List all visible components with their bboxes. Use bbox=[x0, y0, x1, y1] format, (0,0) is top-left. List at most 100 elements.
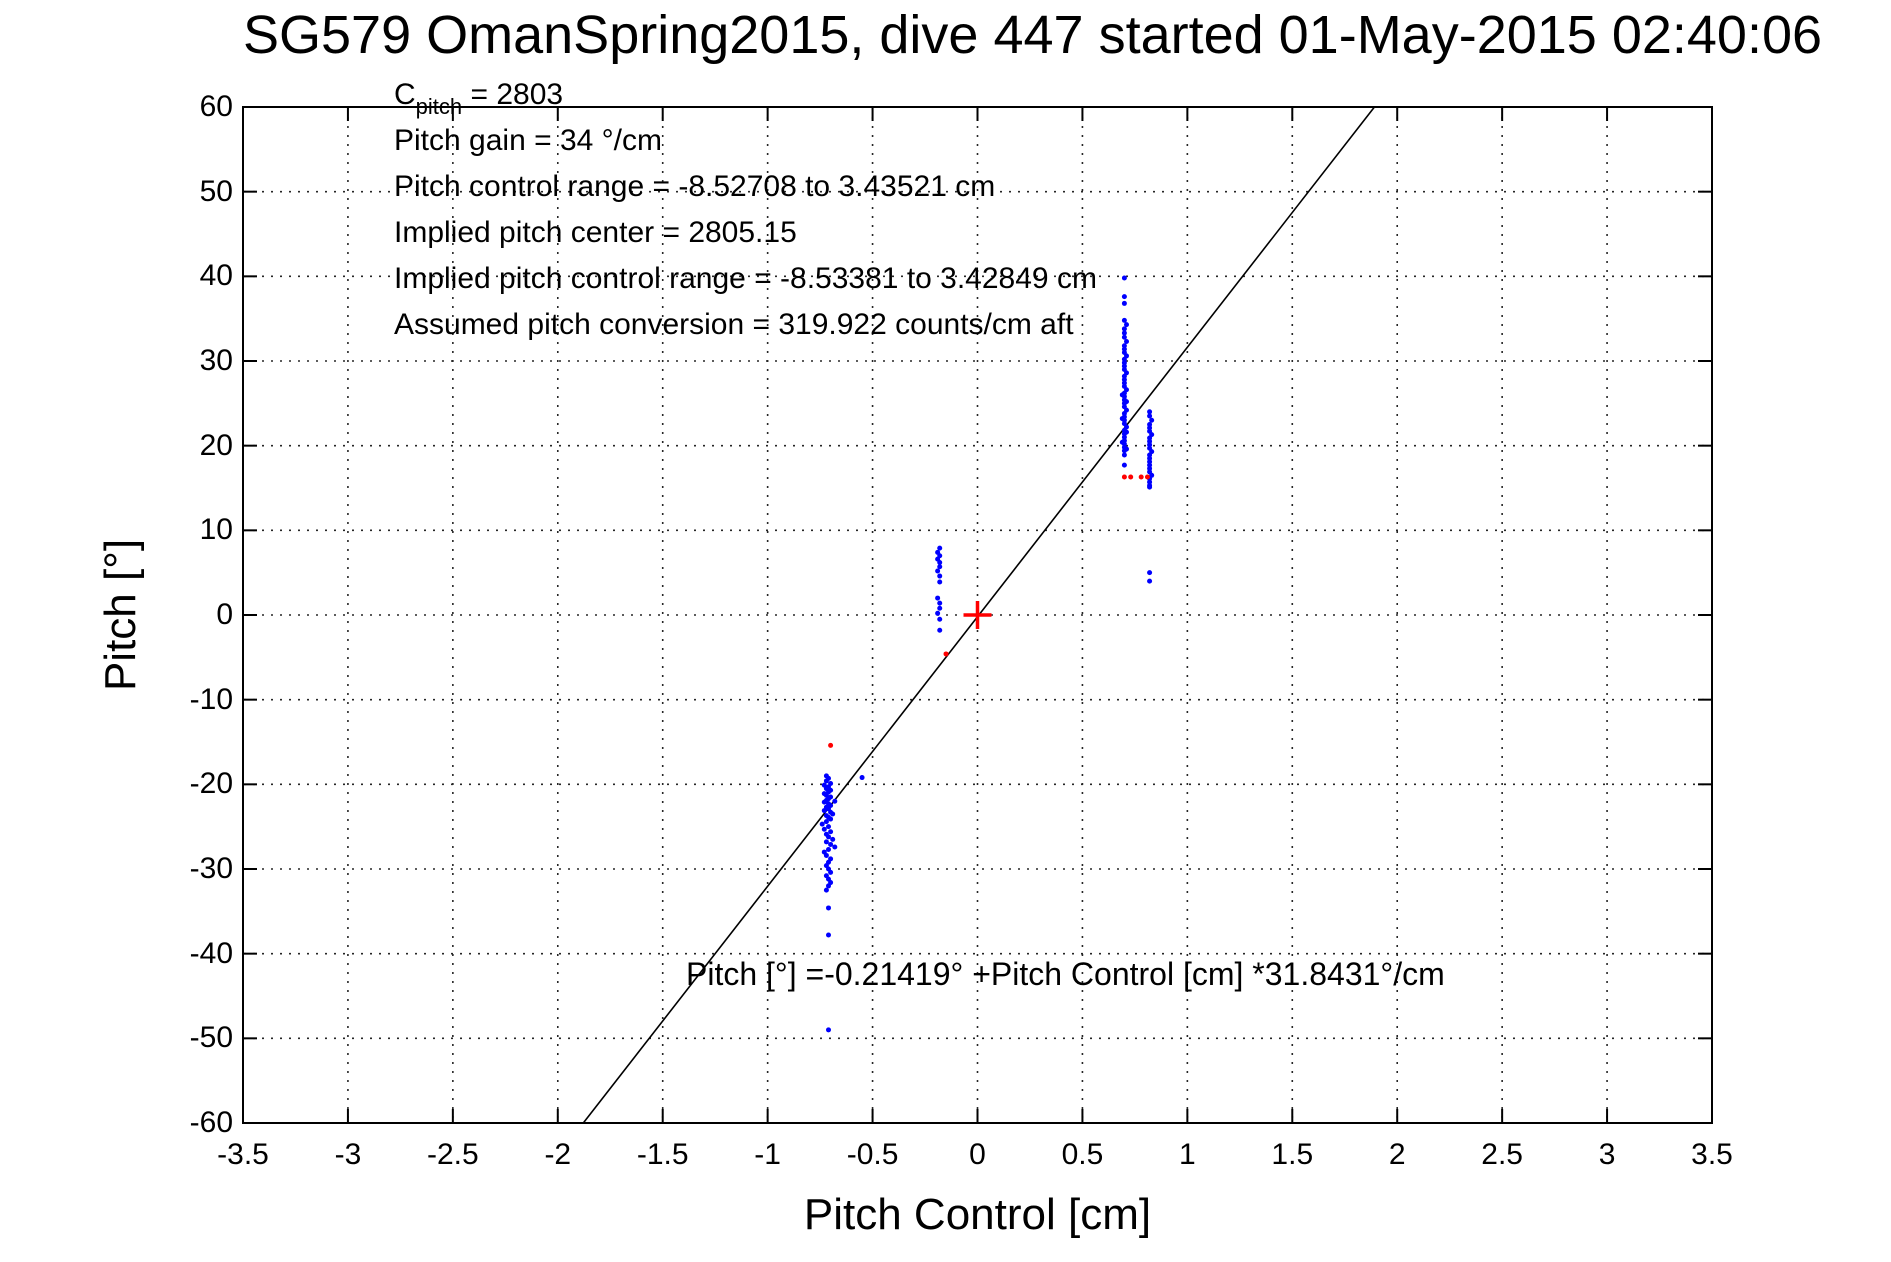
pitch-observed-point bbox=[1121, 275, 1127, 281]
x-tick-label: -1 bbox=[754, 1138, 781, 1171]
pitch-observed-point bbox=[1121, 294, 1127, 300]
pitch-observed-point bbox=[937, 560, 943, 566]
pitch-observed-point bbox=[823, 778, 829, 784]
pitch-observed-point bbox=[823, 887, 829, 893]
pitch-observed-point bbox=[1121, 326, 1127, 332]
pitch-flagged-point bbox=[828, 742, 834, 748]
x-tick-label: -3.5 bbox=[217, 1138, 269, 1171]
x-tick-label: 2.5 bbox=[1481, 1138, 1523, 1171]
pitch-observed-point bbox=[826, 847, 832, 853]
pitch-observed-point bbox=[826, 883, 832, 889]
x-tick-label: 1 bbox=[1179, 1138, 1196, 1171]
pitch-observed-point bbox=[937, 616, 943, 622]
x-tick-label: 3.5 bbox=[1691, 1138, 1733, 1171]
pitch-observed-point bbox=[826, 932, 832, 938]
pitch-observed-point bbox=[821, 808, 827, 814]
x-tick-label: 0 bbox=[969, 1138, 986, 1171]
y-tick-label: 20 bbox=[199, 428, 233, 462]
pitch-observed-point bbox=[1147, 484, 1153, 490]
x-axis-label: Pitch Control [cm] bbox=[803, 1190, 1152, 1239]
y-tick-label: 30 bbox=[199, 344, 233, 377]
pitch-observed-point bbox=[823, 852, 829, 858]
annotation-c-pitch: Cpitch = 2803 bbox=[394, 78, 564, 119]
y-tick-label: -30 bbox=[189, 852, 233, 885]
pitch-observed-point bbox=[937, 564, 943, 570]
pitch-observed-point bbox=[1147, 570, 1153, 576]
y-tick-label: -60 bbox=[189, 1106, 233, 1139]
pitch-observed-point bbox=[821, 799, 827, 805]
y-tick-label: 0 bbox=[216, 598, 233, 631]
annotation-implied-pitch-center: Implied pitch center = 2805.15 bbox=[394, 216, 797, 249]
pitch-observed-point bbox=[1147, 413, 1153, 419]
pitch-observed-point bbox=[937, 573, 943, 579]
y-tick-label: -20 bbox=[189, 767, 233, 801]
pitch-observed-point bbox=[937, 579, 943, 585]
annotation-assumed-pitch-conversion: Assumed pitch conversion = 319.922 count… bbox=[394, 308, 1074, 341]
pitch-observed-point bbox=[1149, 417, 1155, 423]
fit-equation-label: Pitch [°] =-0.21419° +Pitch Control [cm]… bbox=[686, 956, 1445, 992]
fit-statistics-block: Cpitch = 2803 Pitch gain = 34 °/cm Pitch… bbox=[394, 72, 1097, 348]
pitch-flagged-point bbox=[943, 651, 949, 657]
pitch-observed-point bbox=[859, 775, 865, 781]
pitch-observed-point bbox=[937, 600, 943, 606]
pitch-observed-point bbox=[823, 819, 829, 825]
y-tick-label: 60 bbox=[199, 90, 233, 123]
pitch-observed-point bbox=[823, 839, 829, 845]
pitch-observed-point bbox=[935, 610, 941, 616]
pitch-observed-point bbox=[1123, 339, 1129, 345]
pitch-observed-point bbox=[1147, 578, 1153, 584]
annotation-implied-pitch-control-range: Implied pitch control range = -8.53381 t… bbox=[394, 262, 1097, 295]
pitch-observed-point bbox=[828, 869, 834, 875]
pitch-observed-point bbox=[1121, 448, 1127, 454]
pitch-observed-point bbox=[821, 826, 827, 832]
pitch-observed-point bbox=[1123, 322, 1129, 328]
pitch-observed-point bbox=[828, 841, 834, 847]
pitch-flagged-point bbox=[1128, 474, 1134, 480]
annotation-pitch-control-range: Pitch control range = -8.52708 to 3.4352… bbox=[394, 170, 996, 203]
y-tick-label: -50 bbox=[189, 1021, 233, 1055]
x-tick-label: -2.5 bbox=[426, 1138, 479, 1171]
x-tick-label: -3 bbox=[334, 1138, 362, 1171]
pitch-observed-point bbox=[828, 829, 834, 835]
pitch-observed-point bbox=[832, 844, 838, 850]
chart-title: SG579 OmanSpring2015, dive 447 started 0… bbox=[243, 5, 1823, 65]
x-tick-label: -0.5 bbox=[846, 1138, 899, 1171]
x-tick-label: -2 bbox=[544, 1138, 572, 1171]
pitch-observed-point bbox=[1121, 330, 1127, 336]
pitch-observed-point bbox=[832, 798, 838, 804]
x-tick-label: 2 bbox=[1388, 1138, 1406, 1171]
x-tick-label: 1.5 bbox=[1271, 1138, 1314, 1171]
pitch-observed-point bbox=[1121, 300, 1127, 306]
pitch-observed-point bbox=[1121, 334, 1127, 340]
pitch-observed-point bbox=[830, 811, 836, 817]
pitch-observed-point bbox=[937, 605, 943, 611]
pitch-observed-point bbox=[1121, 462, 1127, 468]
pitch-observed-point bbox=[937, 545, 943, 551]
x-tick-label: 3 bbox=[1598, 1138, 1616, 1171]
pitch-observed-point bbox=[819, 821, 825, 827]
pitch-observed-point bbox=[937, 627, 943, 633]
y-tick-label: 10 bbox=[199, 513, 233, 547]
pitch-observed-point bbox=[826, 905, 832, 911]
y-tick-label: -40 bbox=[189, 936, 233, 970]
pitch-observed-point bbox=[826, 834, 832, 840]
y-tick-label: 40 bbox=[199, 259, 233, 293]
y-tick-label: 50 bbox=[199, 174, 233, 208]
pitch-flagged-point bbox=[1121, 474, 1127, 480]
y-tick-label: -10 bbox=[189, 682, 233, 716]
x-tick-label: 0.5 bbox=[1061, 1138, 1104, 1171]
pitch-observed-point bbox=[828, 816, 834, 822]
pitch-observed-point bbox=[1121, 452, 1127, 458]
pitch-flagged-point bbox=[1138, 474, 1144, 480]
x-tick-label: -1.5 bbox=[636, 1138, 689, 1171]
annotation-pitch-gain: Pitch gain = 34 °/cm bbox=[394, 124, 662, 157]
pitch-observed-point bbox=[935, 595, 941, 601]
pitch-observed-point bbox=[826, 824, 832, 830]
pitch-observed-point bbox=[935, 568, 941, 574]
pitch-observed-point bbox=[1121, 317, 1127, 323]
pitch-observed-point bbox=[826, 1027, 832, 1033]
pitch-observed-point bbox=[830, 836, 836, 842]
pitch-observed-point bbox=[1147, 409, 1153, 415]
